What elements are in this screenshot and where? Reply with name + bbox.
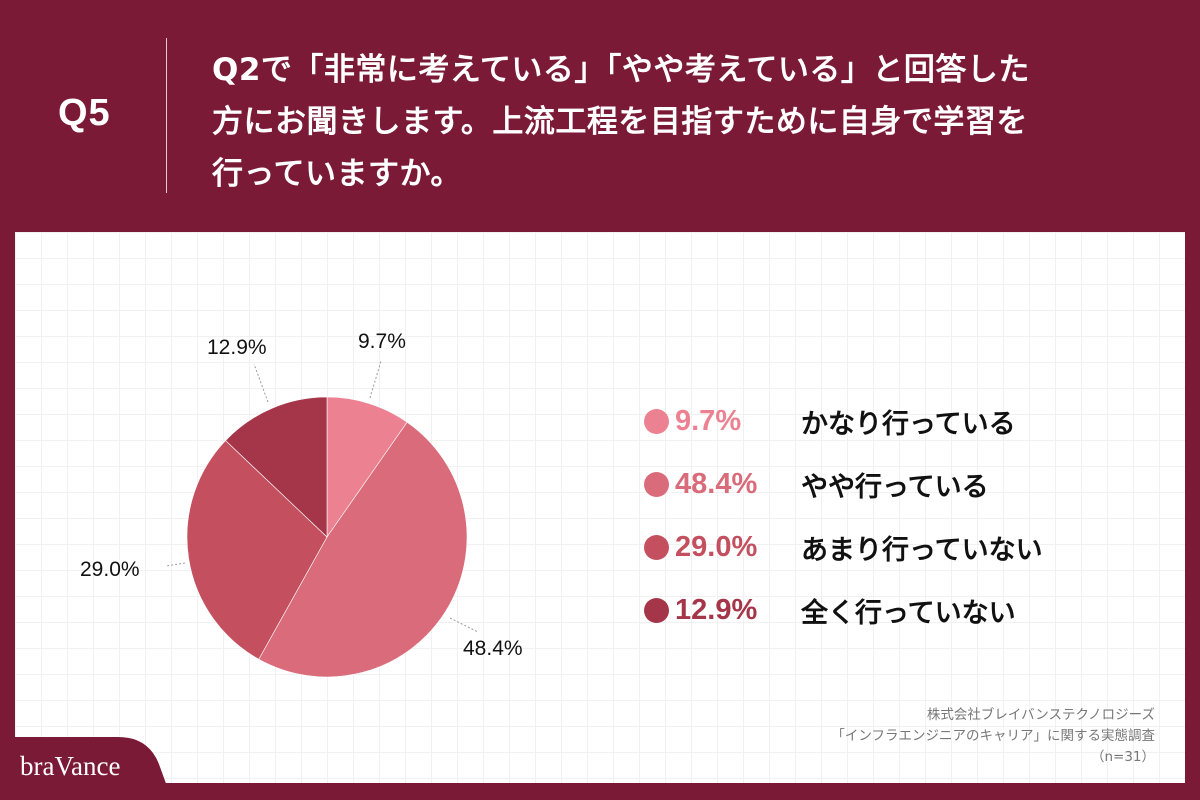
legend-label: 全く行っていない (801, 598, 1016, 629)
legend-percent: 29.0% (675, 531, 758, 563)
legend-dot-icon (644, 598, 669, 623)
pie-label-slice-1: 9.7% (358, 330, 406, 353)
legend-percent: 48.4% (675, 468, 758, 500)
question-text: Q2で「非常に考えている」「やや考えている」と回答した 方にお聞きします。上流工… (212, 44, 1172, 200)
legend-dot-icon (644, 472, 669, 497)
pie-slice (186, 440, 328, 660)
pie-label-slice-2: 48.4% (463, 637, 523, 660)
question-line: 行っていますか。 (212, 156, 462, 192)
pie-label-slice-3: 29.0% (80, 558, 140, 581)
leader-lines (165, 360, 479, 633)
legend-percent: 9.7% (675, 405, 742, 437)
header-divider (166, 38, 167, 193)
legend-item: 12.9% 全く行っていない (644, 579, 1043, 642)
legend-label: かなり行っている (801, 409, 1016, 440)
header: Q5 Q2で「非常に考えている」「やや考えている」と回答した 方にお聞きします。… (0, 0, 1200, 232)
legend-dot-icon (644, 535, 669, 560)
source-company: 株式会社ブレイバンステクノロジーズ (926, 707, 1155, 723)
pie-slice (258, 421, 468, 678)
logo-tab (0, 737, 172, 800)
chart-legend: 9.7% かなり行っている 48.4% やや行っている 29.0% あまり行って… (644, 390, 1043, 642)
pie-slice (225, 396, 328, 538)
legend-item: 29.0% あまり行っていない (644, 516, 1043, 579)
legend-item: 48.4% やや行っている (644, 453, 1043, 516)
legend-percent: 12.9% (675, 594, 758, 626)
pie-label-slice-4: 12.9% (207, 336, 267, 359)
legend-dot-icon (644, 409, 669, 434)
question-number: Q5 (58, 92, 111, 134)
question-line: 方にお聞きします。上流工程を目指すために自身で学習を (212, 104, 1028, 140)
pie-slices (186, 396, 468, 678)
legend-label: あまり行っていない (801, 535, 1043, 566)
pie-slice (326, 396, 408, 538)
source-note: 株式会社ブレイバンステクノロジーズ 「インフラエンジニアのキャリア」に関する実態… (831, 705, 1155, 768)
source-survey: 「インフラエンジニアのキャリア」に関する実態調査 (831, 728, 1155, 744)
legend-label: やや行っている (801, 472, 989, 503)
legend-item: 9.7% かなり行っている (644, 390, 1043, 453)
source-sample-size: （n=31） (1090, 749, 1155, 765)
question-line: Q2で「非常に考えている」「やや考えている」と回答した (212, 52, 1030, 88)
brand-logo: braVance (20, 751, 121, 781)
